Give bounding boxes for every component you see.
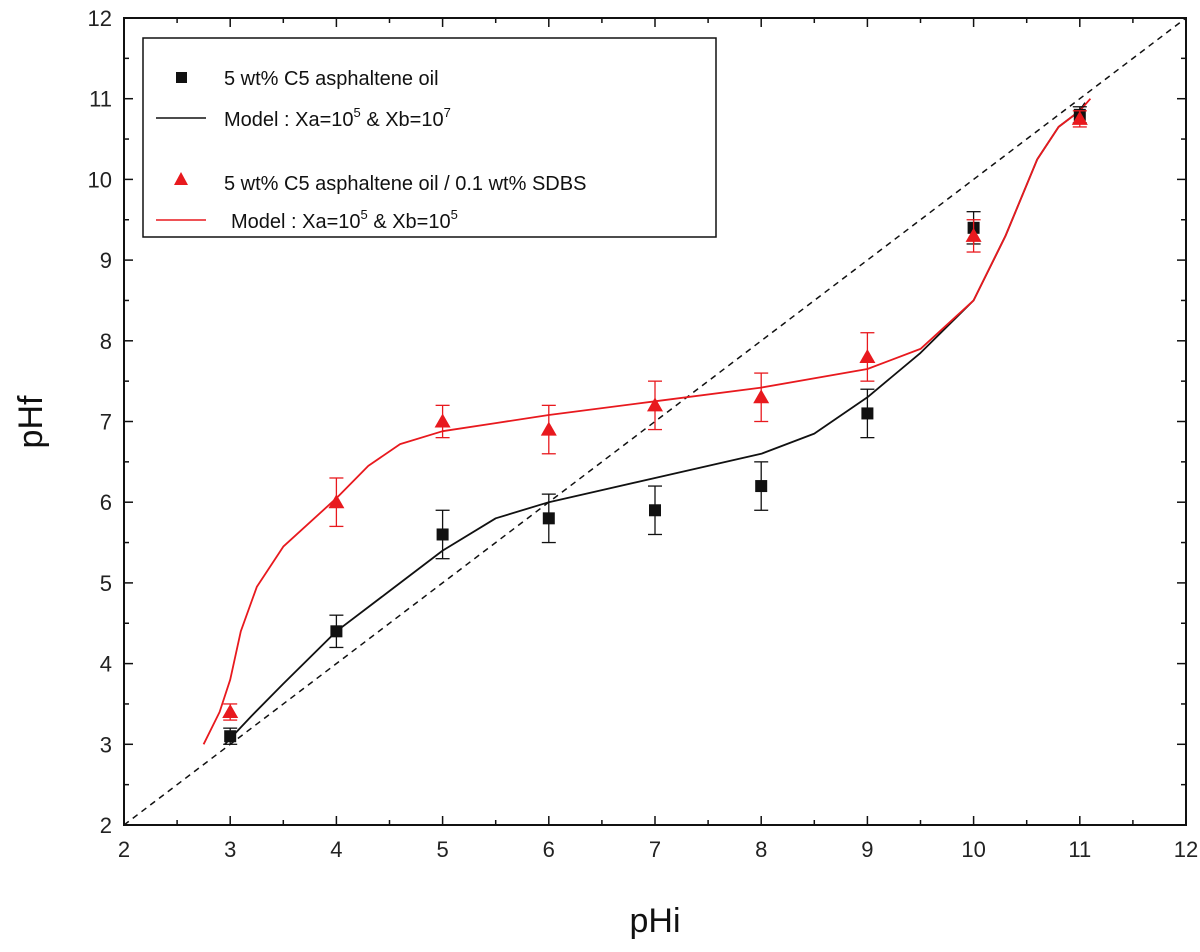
model-1-mid: & Xb=10 (361, 109, 444, 131)
x-tick-label: 8 (755, 837, 767, 862)
y-tick-label: 9 (100, 248, 112, 273)
x-tick-label: 9 (861, 837, 873, 862)
model-1-sup-a: 5 (354, 105, 361, 120)
x-tick-label: 5 (436, 837, 448, 862)
x-axis-title: pHi (629, 902, 680, 940)
data-point-square (436, 528, 449, 541)
legend: 5 wt% C5 asphaltene oil Model : Xa=105 &… (142, 37, 717, 238)
x-tick-label: 2 (118, 837, 130, 862)
model-curve-2 (202, 98, 1092, 745)
y-tick-label: 7 (100, 410, 112, 435)
x-tick-label: 4 (330, 837, 342, 862)
legend-box (142, 37, 717, 238)
legend-marker-square (176, 72, 187, 83)
data-point-square (330, 625, 343, 638)
y-tick-label: 4 (100, 652, 112, 677)
data-point-square (542, 512, 555, 525)
y-tick-label: 6 (100, 490, 112, 515)
data-point-triangle (753, 389, 770, 404)
model-2-mid: & Xb=10 (368, 211, 451, 233)
data-point-triangle (222, 704, 239, 719)
reference-line-dashed (123, 17, 1187, 826)
y-axis-title: pHf (12, 395, 50, 448)
data-point-triangle (328, 494, 345, 509)
y-tick-label: 8 (100, 329, 112, 354)
data-point-square (755, 480, 768, 493)
model-2-sup-b: 5 (451, 207, 458, 222)
data-point-triangle (434, 413, 451, 428)
data-point-triangle (859, 348, 876, 363)
legend-label-series-2: 5 wt% C5 asphaltene oil / 0.1 wt% SDBS (224, 173, 586, 195)
x-tick-label: 11 (1068, 837, 1091, 862)
x-tick-label: 10 (961, 837, 985, 862)
model-2-sup-a: 5 (361, 207, 368, 222)
ticks-layer: 2 3 4 5 6 7 8 9 10 11 12 2 3 4 5 6 7 8 9 10 11 12 (88, 6, 1199, 862)
legend-label-model-1: Model : Xa=105 & Xb=107 (224, 105, 451, 131)
data-point-triangle (647, 397, 663, 412)
x-tick-label: 6 (543, 837, 555, 862)
data-point-square (649, 504, 661, 517)
data-point-square (224, 730, 237, 743)
data-point-triangle (965, 227, 982, 242)
y-tick-label: 11 (89, 87, 112, 112)
x-tick-label: 12 (1174, 837, 1198, 862)
data-point-triangle (540, 421, 557, 436)
x-tick-label: 3 (224, 837, 236, 862)
data-point-square (861, 407, 874, 420)
y-tick-label: 3 (100, 732, 112, 757)
model-1-prefix: Model : Xa=10 (224, 109, 354, 131)
data-layer (123, 17, 1187, 826)
legend-label-series-1: 5 wt% C5 asphaltene oil (224, 68, 439, 90)
y-tick-label: 10 (88, 167, 112, 192)
x-tick-label: 7 (649, 837, 661, 862)
y-tick-label: 5 (100, 571, 112, 596)
model-1-sup-b: 7 (444, 105, 451, 120)
legend-marker-triangle (174, 172, 188, 185)
y-tick-label: 2 (100, 813, 112, 838)
y-tick-label: 12 (88, 6, 112, 31)
data-point-triangle (1071, 110, 1088, 125)
legend-label-model-2: Model : Xa=105 & Xb=105 (231, 207, 458, 233)
model-2-prefix: Model : Xa=10 (231, 211, 361, 233)
